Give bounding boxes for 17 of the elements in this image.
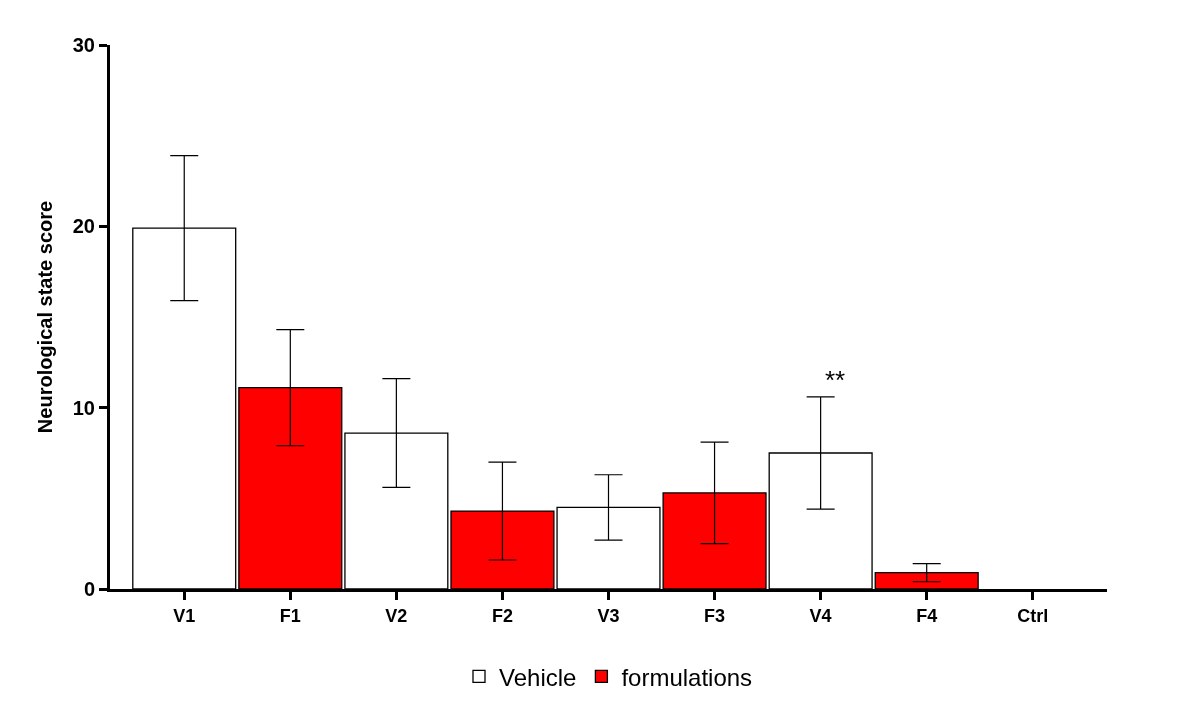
x-tick-label: F3 — [704, 605, 726, 626]
x-tick-label: Ctrl — [1017, 605, 1049, 626]
legend-label: formulations — [621, 663, 753, 691]
x-tick-label: F1 — [279, 605, 301, 626]
x-tick-label: F4 — [916, 605, 938, 626]
x-tick-label: F2 — [491, 605, 513, 626]
x-tick-label: V2 — [385, 605, 408, 626]
y-tick-label: 20 — [72, 215, 95, 238]
annotation: ** — [825, 365, 846, 395]
x-tick-label: V3 — [597, 605, 620, 626]
x-tick-label: V1 — [173, 605, 196, 626]
legend-label: Vehicle — [499, 663, 577, 691]
y-tick-label: 0 — [83, 578, 95, 600]
y-tick-label: 10 — [72, 396, 95, 419]
y-axis-title: Neurological state score — [34, 200, 57, 434]
x-tick-label: V4 — [809, 605, 832, 626]
y-tick-label: 30 — [72, 34, 95, 56]
